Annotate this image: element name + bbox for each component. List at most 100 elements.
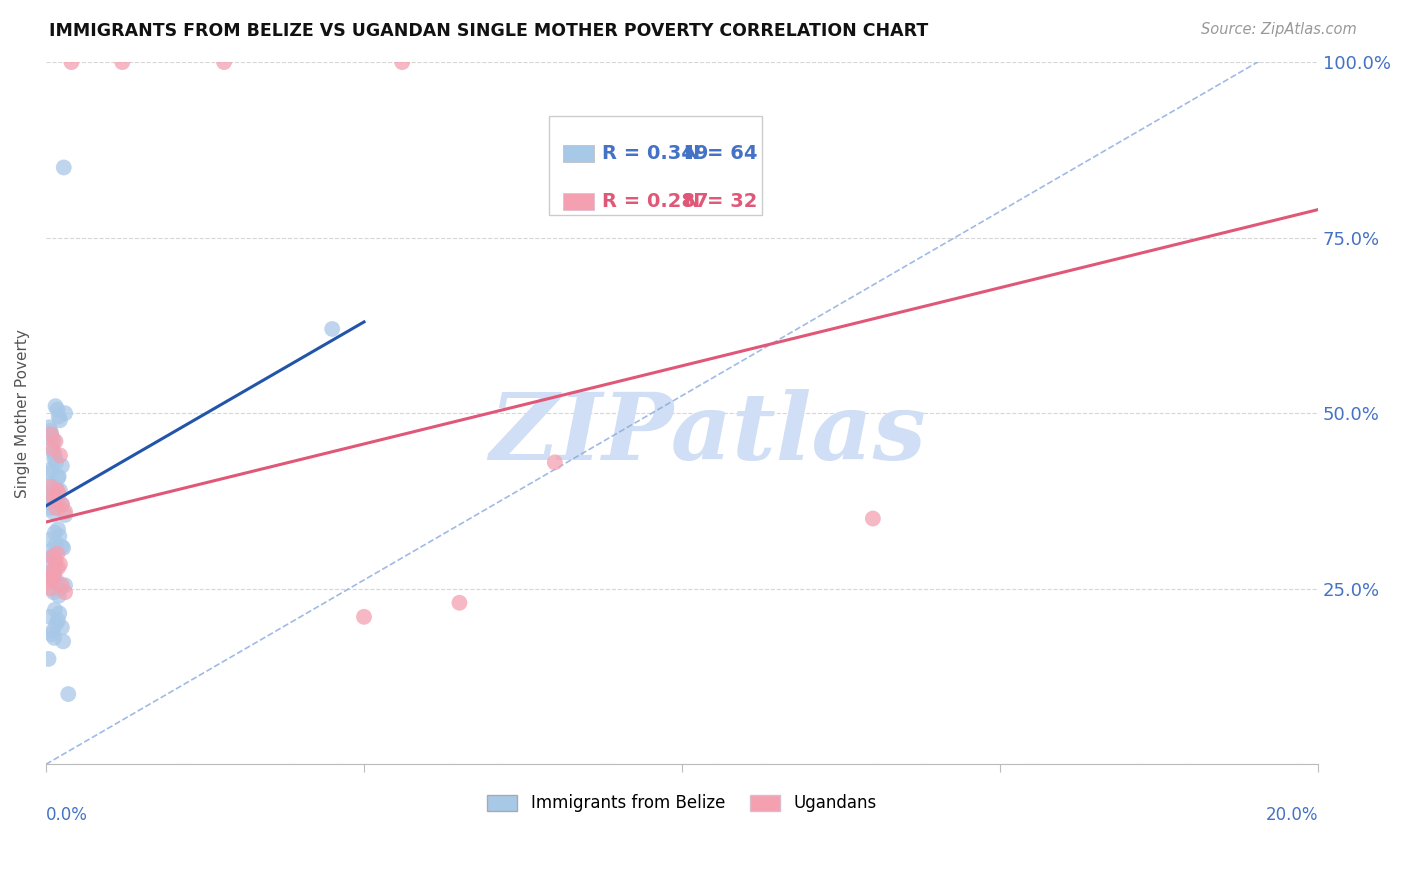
Point [39, 557, 62, 571]
Point [48, 589, 70, 603]
Point [39, 500, 62, 515]
Point [44, 631, 66, 645]
Point [42, 550, 65, 565]
Point [53, 504, 76, 518]
Point [39, 571, 62, 585]
Point [49, 413, 72, 427]
Point [44, 494, 66, 508]
Point [38, 652, 60, 666]
Point [44, 603, 66, 617]
Legend: Immigrants from Belize, Ugandans: Immigrants from Belize, Ugandans [481, 788, 883, 819]
Point [53, 585, 76, 599]
Point [48, 607, 70, 621]
Point [60, 55, 83, 70]
Point [46, 483, 69, 498]
Point [39, 427, 62, 442]
Point [45, 616, 67, 631]
Point [39, 480, 62, 494]
Point [46, 471, 69, 485]
Point [38, 567, 60, 582]
Point [41, 476, 63, 491]
Point [42, 498, 65, 512]
Point [49, 448, 72, 462]
Point [53, 578, 76, 592]
Point [52, 541, 75, 555]
Text: R = 0.349: R = 0.349 [602, 145, 709, 163]
Point [39, 582, 62, 596]
Point [42, 434, 65, 449]
Point [42, 585, 65, 599]
Point [52, 161, 75, 175]
Point [41, 442, 63, 456]
Point [111, 55, 134, 70]
Point [41, 564, 63, 578]
Point [45, 536, 67, 550]
Point [49, 483, 72, 498]
Point [51, 578, 73, 592]
Point [46, 560, 69, 574]
Point [51, 540, 73, 554]
Point [51, 498, 73, 512]
Point [48, 487, 70, 501]
Point [51, 458, 73, 473]
Point [44, 567, 66, 582]
Text: N = 32: N = 32 [683, 193, 758, 211]
Point [49, 582, 72, 596]
Point [41, 543, 63, 558]
Point [212, 55, 235, 70]
Point [41, 564, 63, 578]
Text: 0.0%: 0.0% [46, 806, 87, 824]
Y-axis label: Single Mother Poverty: Single Mother Poverty [15, 329, 30, 498]
Text: IMMIGRANTS FROM BELIZE VS UGANDAN SINGLE MOTHER POVERTY CORRELATION CHART: IMMIGRANTS FROM BELIZE VS UGANDAN SINGLE… [49, 22, 928, 40]
Point [38, 610, 60, 624]
Text: Source: ZipAtlas.com: Source: ZipAtlas.com [1201, 22, 1357, 37]
Point [51, 620, 73, 634]
Point [45, 500, 67, 515]
Point [321, 322, 343, 336]
Text: ZIPatlas: ZIPatlas [489, 389, 927, 479]
Point [46, 613, 69, 627]
Point [38, 574, 60, 589]
Point [38, 533, 60, 547]
Point [48, 469, 70, 483]
Point [53, 406, 76, 420]
Point [42, 491, 65, 505]
Point [41, 431, 63, 445]
Point [48, 409, 70, 424]
Point [38, 466, 60, 480]
Point [449, 596, 471, 610]
Point [39, 427, 62, 442]
Point [44, 399, 66, 413]
Point [544, 455, 567, 469]
Point [44, 525, 66, 540]
Point [45, 455, 67, 469]
Text: N = 64: N = 64 [683, 145, 758, 163]
Point [44, 480, 66, 494]
Point [39, 462, 62, 476]
Point [41, 627, 63, 641]
Point [58, 687, 80, 701]
Point [41, 550, 63, 565]
Point [46, 547, 69, 561]
Point [38, 491, 60, 505]
Text: 20.0%: 20.0% [1265, 806, 1319, 824]
Point [46, 402, 69, 417]
Point [41, 504, 63, 518]
Point [44, 560, 66, 574]
Point [39, 487, 62, 501]
Point [44, 547, 66, 561]
Point [51, 498, 73, 512]
Point [44, 554, 66, 568]
Point [44, 434, 66, 449]
Point [44, 448, 66, 462]
Point [39, 424, 62, 438]
Point [38, 420, 60, 434]
Point [46, 574, 69, 589]
Text: R = 0.287: R = 0.287 [602, 193, 709, 211]
Point [48, 529, 70, 543]
Point [42, 571, 65, 585]
Point [391, 55, 413, 70]
Point [52, 634, 75, 648]
Point [42, 445, 65, 459]
Point [46, 522, 69, 536]
